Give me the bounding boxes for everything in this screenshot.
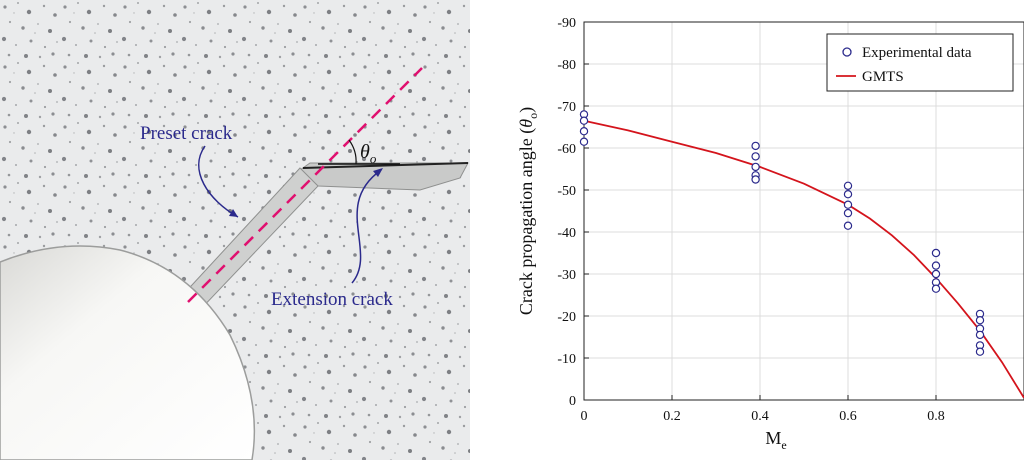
crack-direction-line [187,67,423,303]
experimental-data-point [751,152,760,161]
angle-label: θo [360,141,377,166]
y-tick-label: -30 [557,268,576,283]
experimental-data-point [931,269,941,279]
crack-angle-chart: 0-10-20-30-40-50-60-70-80-90 0 0.2 0.4 0.6 0… [516,16,1024,452]
extension-crack-arrowhead [373,168,383,177]
plot-frame [583,21,1024,401]
x-tick-label: 0.6 [839,409,857,424]
legend-marker-experimental [842,47,852,57]
y-tick-label: -40 [557,226,576,241]
experimental-data-point [931,248,941,258]
specimen-photo-svg: θo Preset crack Extension crack [0,0,470,461]
chart-panel: 0 -10 -20 -30 -40 -50 -60 -70 -80 -90 0 0.2 0.4 0.6 0… [480,0,1024,460]
experimental-data-point [579,137,589,146]
y-tick-label: 0 [569,394,576,409]
experimental-data-point [975,347,985,356]
experimental-data-point [843,189,853,199]
experimental-data-point [751,175,760,184]
x-tick-label: 0.8 [927,409,945,424]
experimental-data-point [975,316,985,325]
y-tick-label: -50 [557,184,576,199]
x-tick-label: 0 [581,409,588,424]
experimental-data-point [843,221,853,230]
x-tick-label: 0.2 [663,409,681,424]
specimen-photo: θo Preset crack Extension crack [0,0,470,461]
legend-box [826,33,1014,92]
experimental-data-point [843,200,853,209]
experimental-data-point [751,141,760,151]
y-tick-label: -90 [557,16,576,31]
legend-label-experimental: Experimental data [862,45,972,61]
y-tick-label: -20 [557,310,576,325]
extension-crack-label: Extension crack [271,289,393,310]
y-axis-label: Crack propagation angle (θo) [516,107,540,315]
extension-crack-arrow [351,169,382,284]
experimental-data-point [579,126,589,136]
x-axis-label: Me [765,428,786,452]
experimental-data-point [843,208,853,218]
experimental-data-point [931,284,941,293]
x-axis-ticks: 0 0.2 0.4 0.6 0.8 [581,395,945,424]
gmts-curve [583,119,1024,399]
legend-label-gmts: GMTS [862,69,904,85]
y-axis-ticks: 0 -10 -20 -30 -40 -50 -60 -70 -80 -90 [557,16,589,409]
preset-crack-label: Preset crack [140,123,233,144]
angle-arc [348,139,357,165]
x-tick-label: 0.4 [751,409,769,424]
experimental-data-point [931,261,941,270]
y-tick-label: -60 [557,142,576,157]
y-tick-label: -10 [557,352,576,367]
preset-crack-arrow [198,145,239,218]
legend: Experimental data GMTS [826,33,1014,92]
y-tick-label: -80 [557,58,576,73]
experimental-data-point [975,330,985,340]
experimental-data-point [579,116,589,125]
experimental-data-point [843,181,853,190]
series [579,110,1024,399]
y-tick-label: -70 [557,100,576,115]
preset-crack-arrowhead [229,209,238,217]
experimental-data-point [751,162,760,172]
extension-crack-edge [302,162,469,169]
